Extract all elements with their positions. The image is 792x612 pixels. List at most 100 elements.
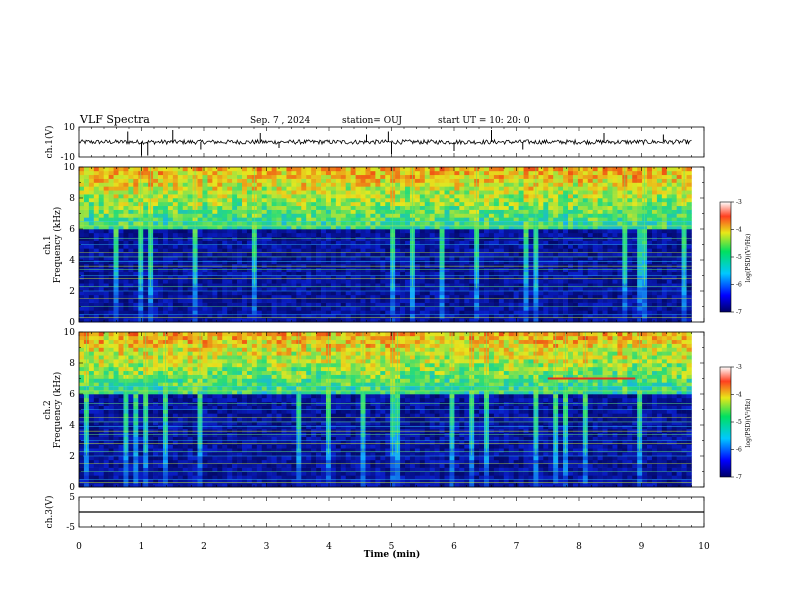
spectrogram-cell xyxy=(177,248,184,253)
spectrogram-cell xyxy=(632,275,638,280)
spectrogram-cell xyxy=(553,178,559,183)
spectrogram-cell xyxy=(538,205,544,210)
spectrogram-cell xyxy=(133,318,139,323)
spectrogram-cell xyxy=(607,167,613,172)
spectrogram-cell xyxy=(370,209,376,214)
spectrogram-cell xyxy=(296,279,302,284)
spectrogram-cell xyxy=(330,201,337,207)
spectrogram-cell xyxy=(666,198,673,203)
spectrogram-cell xyxy=(617,267,623,272)
spectrogram-cell xyxy=(143,194,149,199)
spectrogram-cell xyxy=(325,318,332,323)
spectrogram-cell xyxy=(488,271,495,276)
spectrogram-cell xyxy=(380,186,386,191)
spectrogram-cell xyxy=(113,174,119,179)
spectrogram-cell xyxy=(543,229,549,234)
spectrogram-cell xyxy=(301,186,307,191)
spectrogram-cell xyxy=(153,213,159,218)
spectrogram-cell xyxy=(409,306,416,311)
spectrogram-cell xyxy=(261,198,267,203)
spectrogram-cell xyxy=(316,194,322,199)
spectrogram-cell xyxy=(533,310,539,315)
spectrogram-cell xyxy=(365,275,371,280)
spectrogram-cell xyxy=(651,294,658,300)
spectrogram-cell xyxy=(582,186,589,191)
spectrogram-cell xyxy=(444,279,450,284)
spectrogram-cell xyxy=(172,186,179,191)
spectrogram-cell xyxy=(187,306,193,311)
spectrogram-cell xyxy=(400,205,406,210)
spectrogram-cell xyxy=(439,240,445,245)
spectrogram-cell xyxy=(612,314,618,319)
spectrogram-cell xyxy=(508,287,514,292)
spectrogram-cell xyxy=(439,209,445,214)
spectrogram-cell xyxy=(671,314,677,319)
spectrogram-cell xyxy=(607,221,613,226)
spectrogram-cell xyxy=(306,178,312,183)
spectrogram-cell xyxy=(123,190,129,195)
spectrogram-cell xyxy=(493,260,500,265)
spectrogram-cell xyxy=(182,213,188,218)
spectrogram-cell xyxy=(568,267,574,272)
spectrogram-cell xyxy=(311,298,317,303)
spectrogram-cell xyxy=(370,201,376,207)
spectrogram-cell xyxy=(340,260,347,265)
spectrogram-cell xyxy=(563,267,569,272)
spectrogram-cell xyxy=(661,294,668,300)
spectrogram-cell xyxy=(167,275,174,280)
spectrogram-cell xyxy=(301,221,307,226)
spectrogram-cell xyxy=(612,271,618,276)
spectrogram-cell xyxy=(202,314,208,319)
spectrogram-cell xyxy=(513,178,519,183)
spectrogram-cell xyxy=(553,248,559,253)
spectrogram-cell xyxy=(444,248,450,253)
spectrogram-cell xyxy=(375,213,381,218)
spectrogram-cell xyxy=(232,190,238,195)
spectrogram-cell xyxy=(172,201,179,207)
spectrogram-cell xyxy=(232,205,238,210)
spectrogram-cell xyxy=(602,302,608,307)
spectrogram-cell xyxy=(118,213,124,218)
spectrogram-cell xyxy=(474,298,480,303)
spectrogram-cell xyxy=(330,267,337,272)
spectrogram-cell xyxy=(676,271,682,276)
spectrogram-cell xyxy=(439,314,445,319)
spectrogram-cell xyxy=(419,240,426,245)
spectrogram-cell xyxy=(671,198,677,203)
spectrogram-cell xyxy=(158,170,164,176)
spectrogram-cell xyxy=(355,209,361,214)
spectrogram-cell xyxy=(528,225,534,230)
spectrogram-cell xyxy=(83,236,90,241)
spectrogram-cell xyxy=(350,267,356,272)
spectrogram-cell xyxy=(335,213,342,218)
spectrogram-cell xyxy=(656,252,663,257)
spectrogram-cell xyxy=(449,225,455,230)
spectrogram-cell xyxy=(632,271,638,276)
spectrogram-cell xyxy=(400,267,406,272)
spectrogram-cell xyxy=(172,271,179,276)
spectrogram-cell xyxy=(528,236,534,241)
spectrogram-cell xyxy=(360,201,366,207)
spectrogram-cell xyxy=(479,256,485,261)
spectrogram-cell xyxy=(365,205,371,210)
spectrogram-cell xyxy=(271,236,277,241)
spectrogram-cell xyxy=(671,244,677,249)
spectrogram-cell xyxy=(133,174,139,179)
spectrogram-cell xyxy=(597,260,603,265)
spectrogram-cell xyxy=(266,213,272,218)
spectrogram-cell xyxy=(172,225,179,230)
spectrogram-cell xyxy=(316,236,322,241)
spectrogram-cell xyxy=(108,310,114,315)
spectrogram-cell xyxy=(661,260,668,265)
spectrogram-cell xyxy=(488,232,495,238)
spectrogram-cell xyxy=(671,174,677,179)
spectrogram-cell xyxy=(523,294,529,300)
spectrogram-cell xyxy=(493,194,500,199)
spectrogram-cell xyxy=(375,314,381,319)
spectrogram-cell xyxy=(133,252,139,257)
spectrogram-cell xyxy=(563,232,569,238)
spectrogram-cell xyxy=(503,174,510,179)
spectrogram-cell xyxy=(360,298,366,303)
spectrogram-cell xyxy=(360,170,366,176)
spectrogram-cell xyxy=(261,302,267,307)
